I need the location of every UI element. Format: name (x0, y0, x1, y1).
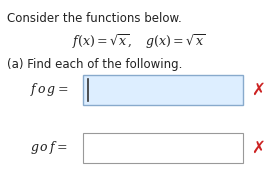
Text: $g \, o \, f =$: $g \, o \, f =$ (30, 139, 68, 157)
Text: ✗: ✗ (251, 139, 265, 157)
Text: ✗: ✗ (251, 81, 265, 99)
FancyBboxPatch shape (83, 75, 243, 105)
Text: (a) Find each of the following.: (a) Find each of the following. (7, 58, 182, 71)
Text: $f \, o \, g =$: $f \, o \, g =$ (30, 82, 68, 98)
Text: Consider the functions below.: Consider the functions below. (7, 12, 182, 25)
FancyBboxPatch shape (83, 133, 243, 163)
Text: $f(x) = \sqrt{x}, \quad g(x) = \sqrt{x}$: $f(x) = \sqrt{x}, \quad g(x) = \sqrt{x}$ (72, 32, 206, 51)
